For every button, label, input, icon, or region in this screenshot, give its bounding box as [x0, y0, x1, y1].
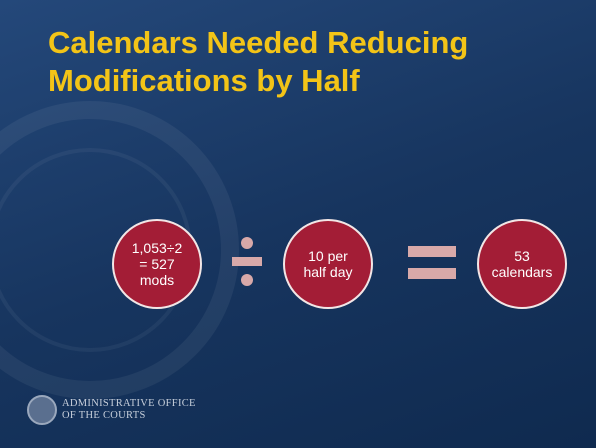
- title-line: Calendars Needed Reducing: [48, 25, 469, 60]
- footer-line: OF THE COURTS: [62, 410, 146, 421]
- circle-text: 1,053÷2: [131, 240, 183, 256]
- title-line: Modifications by Half: [48, 63, 360, 98]
- seal-watermark: [0, 101, 239, 399]
- equals-bar: [408, 246, 456, 257]
- divide-bar: [232, 257, 262, 266]
- title: Calendars Needed Reducing Modifications b…: [48, 24, 468, 100]
- circle-text: calendars: [491, 264, 553, 280]
- circle-text: 53: [514, 248, 530, 264]
- circle: 10 per half day: [283, 219, 373, 309]
- footer-seal: [27, 395, 57, 425]
- circle: 53 calendars: [477, 219, 567, 309]
- circle-text: mods: [139, 272, 175, 288]
- footer: ADMINISTRATIVE OFFICE OF THE COURTS: [62, 398, 196, 422]
- circle-text: half day: [303, 264, 353, 280]
- divide-dot: [241, 237, 253, 249]
- circle-text: = 527: [139, 256, 175, 272]
- circle: 1,053÷2 = 527 mods: [112, 219, 202, 309]
- divide-dot: [241, 274, 253, 286]
- equals-bar: [408, 268, 456, 279]
- footer-line: ADMINISTRATIVE OFFICE: [62, 398, 196, 409]
- circle-text: 10 per: [308, 248, 348, 264]
